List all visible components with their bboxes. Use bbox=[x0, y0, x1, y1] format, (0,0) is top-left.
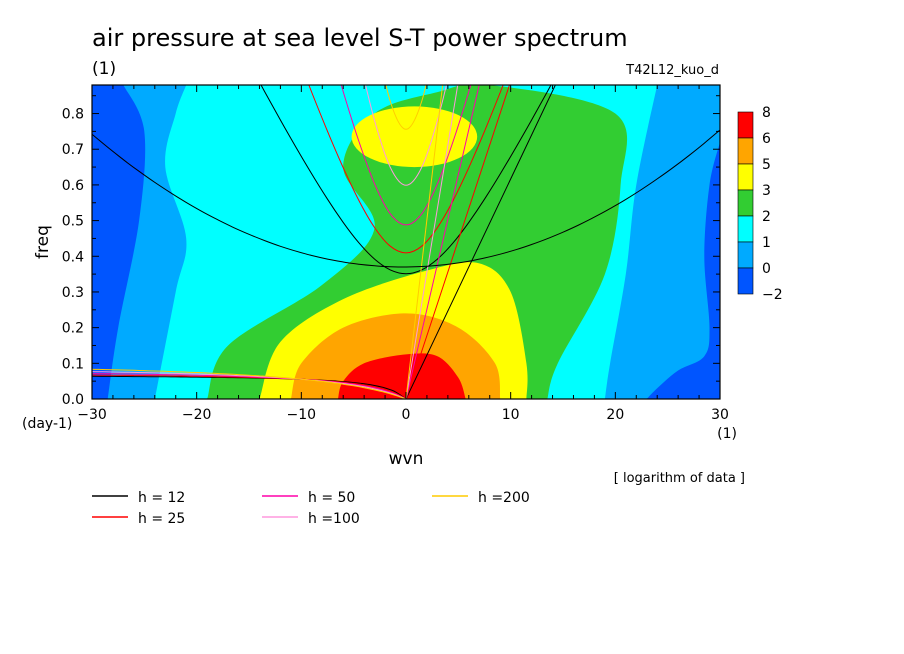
x-tick-label: −20 bbox=[182, 407, 212, 423]
x-axis-label: wvn bbox=[389, 449, 424, 469]
y-tick-label: 0.5 bbox=[62, 214, 84, 230]
y-tick-label: 0.6 bbox=[62, 178, 84, 194]
dispersion-curves-group bbox=[92, 85, 720, 399]
colorbar-label: 8 bbox=[762, 105, 771, 121]
colorbar-label: 5 bbox=[762, 157, 771, 173]
gravity-curve-h25 bbox=[308, 85, 504, 254]
legend-label: h =100 bbox=[308, 511, 360, 527]
y-tick-label: 0.0 bbox=[62, 392, 84, 408]
y-tick-label: 0.3 bbox=[62, 285, 84, 301]
x-tick-label: 10 bbox=[502, 407, 520, 423]
y-tick-label: 0.8 bbox=[62, 107, 84, 123]
contour-region-0-1-right bbox=[604, 85, 720, 399]
legend: h = 12 h = 50 h =200 h = 25 h =100 bbox=[92, 490, 530, 527]
x-axis: −30 −20 −10 0 10 20 30 bbox=[77, 85, 729, 423]
y-axis: 0.0 0.1 0.2 0.3 0.4 0.5 0.6 0.7 0.8 bbox=[62, 95, 720, 408]
x-tick-label: 20 bbox=[606, 407, 624, 423]
chart-subtitle-unit: (1) bbox=[92, 59, 116, 79]
y-tick-label: 0.4 bbox=[62, 249, 84, 265]
gravity-curve-h12 bbox=[260, 85, 552, 275]
colorbar-label: 6 bbox=[762, 131, 771, 147]
data-note: [ logarithm of data ] bbox=[614, 471, 745, 486]
colorbar-label: 0 bbox=[762, 261, 771, 277]
legend-label: h =200 bbox=[478, 490, 530, 506]
x-tick-label: −30 bbox=[77, 407, 107, 423]
y-axis-label: freq bbox=[33, 225, 53, 259]
x-unit-label: (1) bbox=[717, 426, 737, 442]
colorbar-swatch bbox=[737, 267, 754, 295]
colorbar: 8 6 5 3 2 1 0 −2 bbox=[737, 105, 783, 303]
gravity-curve-h50 bbox=[340, 85, 472, 226]
chart-title: air pressure at sea level S-T power spec… bbox=[92, 24, 628, 52]
x-tick-label: −10 bbox=[287, 407, 317, 423]
colorbar-label: 2 bbox=[762, 209, 771, 225]
rossby-curve-h25 bbox=[92, 374, 407, 399]
y-tick-label: 0.7 bbox=[62, 142, 84, 158]
y-tick-label: 0.1 bbox=[62, 356, 84, 372]
contour-region-neg-right bbox=[646, 142, 720, 399]
gravity-curve-h100 bbox=[365, 85, 447, 186]
contour-region-neg-left bbox=[92, 85, 146, 399]
colorbar-label: −2 bbox=[762, 287, 783, 303]
contour-region-upper-peak bbox=[351, 106, 478, 168]
x-tick-label: 0 bbox=[402, 407, 411, 423]
y-unit-label: (day-1) bbox=[22, 416, 72, 432]
rossby-curve-h200 bbox=[92, 368, 407, 399]
colorbar-swatch bbox=[737, 189, 754, 217]
plot-area bbox=[92, 85, 720, 399]
contour-fill-group bbox=[92, 85, 720, 399]
colorbar-swatch bbox=[737, 163, 754, 191]
gravity-curve-h200 bbox=[385, 85, 427, 130]
x-tick-label: 30 bbox=[711, 407, 729, 423]
colorbar-swatch bbox=[737, 111, 754, 139]
legend-label: h = 12 bbox=[138, 490, 185, 506]
kelvin-line-h25 bbox=[405, 85, 511, 399]
kelvin-line-h50 bbox=[405, 85, 480, 399]
legend-label: h = 50 bbox=[308, 490, 355, 506]
colorbar-swatch bbox=[737, 241, 754, 269]
rossby-curve-h100 bbox=[92, 371, 407, 399]
legend-label: h = 25 bbox=[138, 511, 185, 527]
chart-subtitle-experiment: T42L12_kuo_d bbox=[625, 63, 719, 78]
colorbar-swatch bbox=[737, 137, 754, 165]
colorbar-label: 1 bbox=[762, 235, 771, 251]
y-tick-label: 0.2 bbox=[62, 321, 84, 337]
gravity-curve-h12-n1 bbox=[92, 129, 720, 268]
colorbar-swatch bbox=[737, 215, 754, 243]
colorbar-label: 3 bbox=[762, 183, 771, 199]
kelvin-line-h12 bbox=[405, 85, 556, 399]
rossby-curve-h50 bbox=[92, 373, 407, 399]
